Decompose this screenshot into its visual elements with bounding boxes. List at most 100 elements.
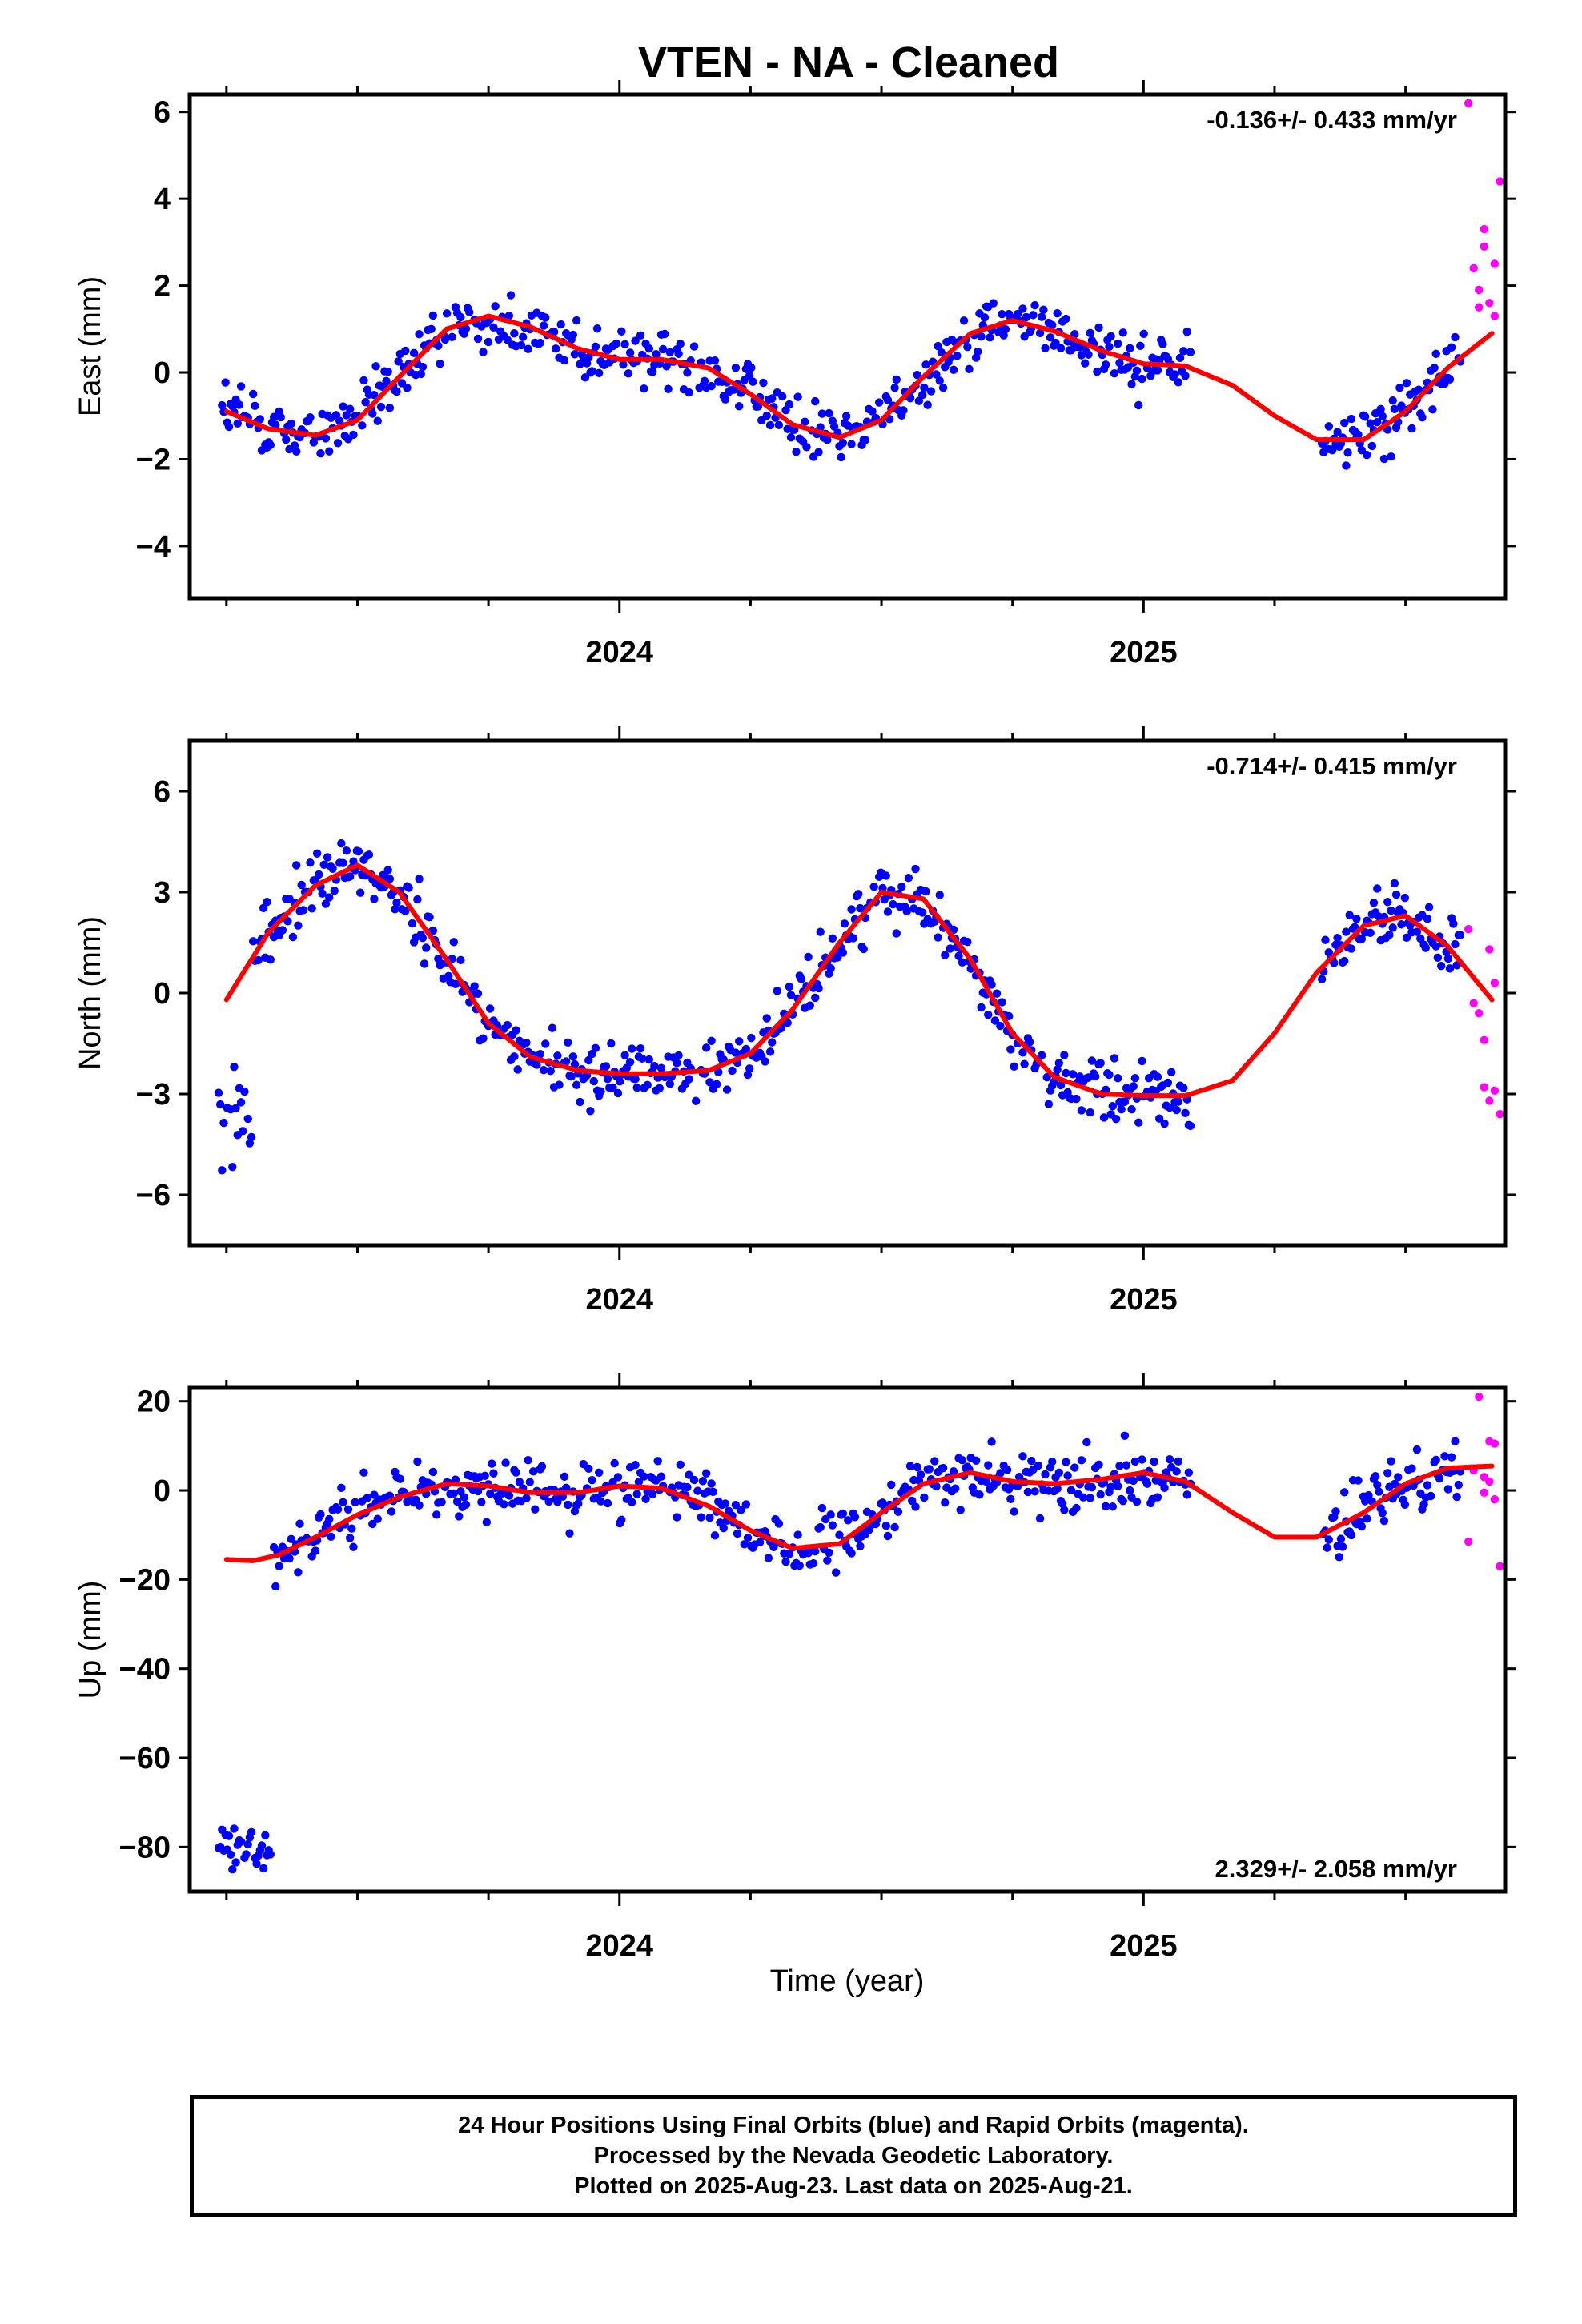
final-orbit-point	[333, 439, 343, 448]
final-orbit-point	[243, 1839, 252, 1849]
final-orbit-point	[617, 327, 626, 336]
final-orbit-point	[1084, 350, 1093, 359]
final-orbit-point	[731, 1501, 741, 1510]
final-orbit-point	[1445, 375, 1455, 384]
final-orbit-point	[712, 1080, 721, 1089]
final-orbit-point	[656, 1472, 666, 1481]
final-orbit-point	[1106, 332, 1115, 340]
final-orbit-point	[385, 404, 395, 412]
final-orbit-point	[537, 1462, 547, 1471]
final-orbit-point	[958, 958, 967, 967]
final-orbit-point	[1186, 1121, 1195, 1131]
final-orbit-point	[658, 344, 668, 354]
final-orbit-point	[584, 1464, 593, 1473]
final-orbit-point	[1130, 1457, 1140, 1466]
final-orbit-point	[339, 1498, 347, 1506]
final-orbit-point	[276, 412, 285, 422]
final-orbit-point	[448, 332, 456, 341]
final-orbit-point	[610, 1458, 619, 1468]
final-orbit-point	[1373, 1480, 1382, 1490]
final-orbit-point	[765, 420, 775, 430]
final-orbit-point	[643, 1080, 652, 1090]
final-orbit-point	[1416, 934, 1425, 943]
final-orbit-point	[1094, 323, 1103, 332]
final-orbit-point	[218, 400, 227, 410]
final-orbit-point	[849, 934, 857, 943]
final-orbit-point	[904, 874, 913, 883]
velocity-rate-label: -0.136+/- 0.433 mm/yr	[1207, 106, 1457, 134]
final-orbit-point	[306, 858, 315, 867]
final-orbit-point	[1117, 1104, 1126, 1114]
final-orbit-point	[1443, 954, 1453, 963]
final-orbit-point	[883, 1531, 893, 1541]
final-orbit-point	[905, 1462, 915, 1470]
final-orbit-point	[890, 384, 899, 392]
final-orbit-point	[1093, 367, 1102, 376]
final-orbit-point	[428, 1467, 438, 1477]
final-orbit-point	[261, 1831, 270, 1840]
final-orbit-point	[1366, 419, 1375, 428]
final-orbit-point	[1184, 1468, 1194, 1477]
final-orbit-point	[415, 875, 424, 883]
final-orbit-point	[230, 1824, 239, 1833]
final-orbit-point	[1038, 1051, 1046, 1060]
final-orbit-point	[954, 951, 963, 960]
final-orbit-point	[1062, 314, 1070, 324]
final-orbit-point	[401, 346, 410, 356]
final-orbit-point	[501, 1458, 510, 1467]
final-orbit-point	[1443, 1485, 1453, 1494]
final-orbit-point	[394, 357, 403, 366]
final-orbit-point	[1383, 897, 1392, 907]
final-orbit-point	[218, 1166, 227, 1175]
final-orbit-point	[461, 1500, 471, 1510]
final-orbit-point	[938, 1463, 948, 1473]
final-orbit-point	[1172, 1105, 1181, 1115]
final-orbit-point	[306, 412, 315, 422]
final-orbit-point	[349, 430, 358, 440]
final-orbit-point	[737, 1506, 745, 1514]
final-orbit-point	[802, 443, 811, 452]
final-orbit-point	[255, 415, 265, 424]
final-orbit-point	[1106, 1482, 1115, 1491]
final-orbit-point	[239, 1127, 247, 1136]
final-orbit-point	[917, 390, 927, 400]
final-orbit-point	[1174, 1457, 1183, 1466]
final-orbit-point	[1027, 1456, 1036, 1466]
final-orbit-point	[841, 412, 851, 420]
final-orbit-point	[228, 1162, 237, 1172]
final-orbit-point	[278, 926, 287, 935]
x-tick-label: 2024	[585, 1283, 653, 1317]
final-orbit-points	[214, 1392, 1504, 1874]
final-orbit-point	[1387, 452, 1395, 461]
final-orbit-point	[664, 384, 673, 393]
final-orbit-point	[844, 1516, 853, 1525]
final-orbit-point	[1387, 906, 1395, 915]
final-orbit-point	[941, 1498, 950, 1507]
final-orbit-point	[1378, 412, 1387, 421]
final-orbit-point	[691, 1096, 701, 1105]
final-orbit-point	[620, 340, 629, 349]
final-orbit-point	[965, 364, 974, 374]
final-orbit-point	[1063, 1471, 1072, 1480]
final-orbit-point	[1105, 342, 1114, 352]
final-orbit-point	[631, 1461, 640, 1470]
final-orbit-point	[920, 383, 929, 392]
final-orbit-point	[257, 1841, 267, 1850]
final-orbit-point	[513, 1065, 522, 1074]
final-orbit-point	[1082, 1437, 1091, 1447]
rapid-orbit-point	[1490, 1439, 1500, 1448]
final-orbit-point	[491, 302, 500, 311]
final-orbit-point	[416, 369, 425, 379]
final-orbit-point	[811, 396, 820, 406]
y-tick-label: 0	[154, 1474, 171, 1508]
final-orbit-point	[612, 339, 621, 348]
final-orbit-point	[224, 1831, 234, 1840]
final-orbit-point	[1041, 1470, 1050, 1479]
final-orbit-point	[765, 1047, 775, 1056]
final-orbit-point	[1047, 1458, 1057, 1466]
final-orbit-point	[1044, 1100, 1054, 1108]
final-orbit-point	[1431, 349, 1440, 358]
final-orbit-point	[1062, 1068, 1070, 1078]
final-orbit-point	[795, 1561, 805, 1570]
